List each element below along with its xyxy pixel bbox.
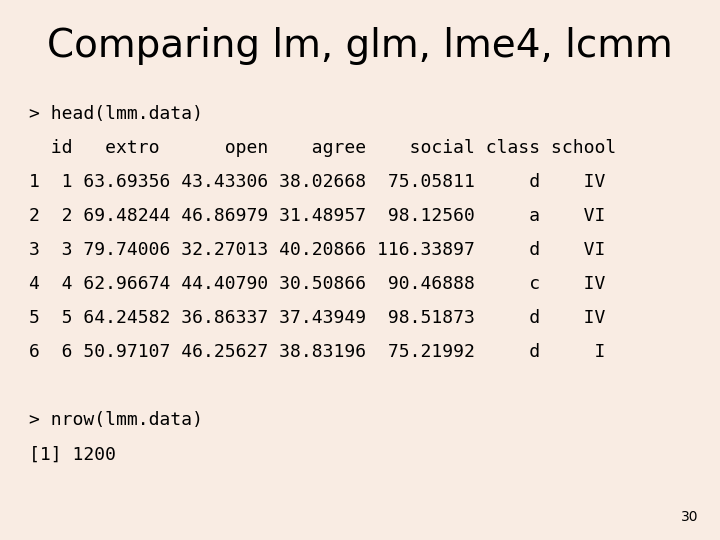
Text: 6  6 50.97107 46.25627 38.83196  75.21992     d     I: 6 6 50.97107 46.25627 38.83196 75.21992 … [29, 343, 606, 361]
Text: 1  1 63.69356 43.43306 38.02668  75.05811     d    IV: 1 1 63.69356 43.43306 38.02668 75.05811 … [29, 173, 606, 191]
Text: [1] 1200: [1] 1200 [29, 446, 116, 463]
Text: Comparing lm, glm, lme4, lcmm: Comparing lm, glm, lme4, lcmm [47, 27, 673, 65]
Text: 30: 30 [681, 510, 698, 524]
Text: 2  2 69.48244 46.86979 31.48957  98.12560     a    VI: 2 2 69.48244 46.86979 31.48957 98.12560 … [29, 207, 606, 225]
Text: > head(lmm.data): > head(lmm.data) [29, 105, 203, 123]
Text: > nrow(lmm.data): > nrow(lmm.data) [29, 411, 203, 429]
Text: 5  5 64.24582 36.86337 37.43949  98.51873     d    IV: 5 5 64.24582 36.86337 37.43949 98.51873 … [29, 309, 606, 327]
Text: id   extro      open    agree    social class school: id extro open agree social class school [29, 139, 616, 157]
Text: 3  3 79.74006 32.27013 40.20866 116.33897     d    VI: 3 3 79.74006 32.27013 40.20866 116.33897… [29, 241, 606, 259]
Text: 4  4 62.96674 44.40790 30.50866  90.46888     c    IV: 4 4 62.96674 44.40790 30.50866 90.46888 … [29, 275, 606, 293]
